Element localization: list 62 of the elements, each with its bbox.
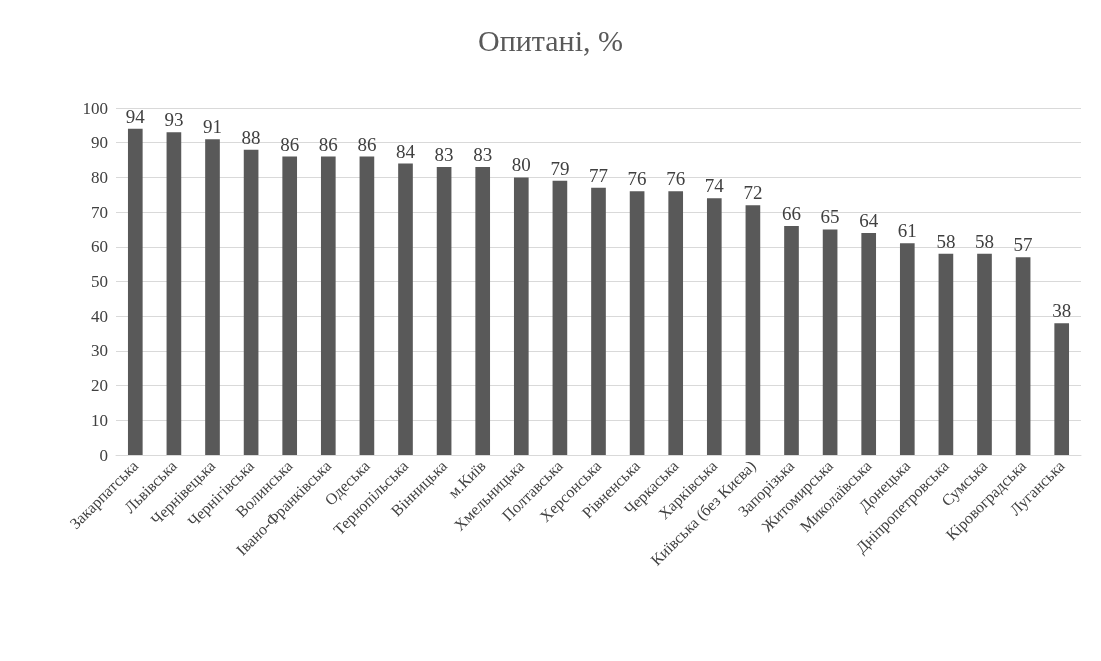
bar <box>243 149 259 455</box>
bar <box>320 156 336 455</box>
data-label: 93 <box>164 109 184 131</box>
y-tick-label: 20 <box>91 376 108 396</box>
y-tick-label: 100 <box>82 98 108 118</box>
bar <box>668 191 684 455</box>
bar <box>398 163 413 455</box>
data-label: 94 <box>125 105 146 127</box>
y-tick-label: 10 <box>91 410 108 430</box>
data-label: 84 <box>396 140 416 162</box>
bar <box>359 156 375 455</box>
data-label: 72 <box>743 182 763 204</box>
bar <box>977 253 992 455</box>
data-label: 86 <box>318 133 338 155</box>
data-label: 58 <box>936 230 956 252</box>
bar <box>205 139 220 455</box>
data-label: 58 <box>975 230 994 252</box>
data-label: 86 <box>357 133 377 155</box>
y-tick-label: 90 <box>91 133 108 153</box>
data-label: 61 <box>897 220 917 242</box>
bar <box>1015 257 1031 455</box>
bar <box>591 187 606 455</box>
bar <box>127 128 143 455</box>
y-tick-label: 80 <box>91 167 108 187</box>
bar <box>706 198 722 455</box>
chart-title: Опитані, % <box>478 23 623 57</box>
data-label: 79 <box>550 157 570 179</box>
y-tick-label: 30 <box>91 341 108 361</box>
y-tick-label: 40 <box>91 306 108 326</box>
bar <box>282 156 298 455</box>
bar <box>629 191 645 455</box>
data-label: 38 <box>1052 300 1072 322</box>
bar <box>784 225 799 455</box>
bar <box>1054 323 1070 455</box>
data-label: 76 <box>666 168 686 190</box>
bar <box>899 243 915 455</box>
bar <box>513 177 529 455</box>
data-label: 91 <box>203 116 222 138</box>
bar <box>475 166 491 455</box>
data-label: 64 <box>859 209 879 231</box>
y-tick-label: 0 <box>99 445 108 465</box>
bar <box>436 166 452 455</box>
y-tick-label: 60 <box>91 237 108 257</box>
data-label: 57 <box>1013 234 1033 256</box>
bar <box>745 205 761 455</box>
bar <box>552 180 568 455</box>
data-label: 83 <box>473 143 493 165</box>
bar <box>166 132 182 455</box>
bar <box>861 232 877 455</box>
bar <box>822 229 838 455</box>
data-label: 80 <box>511 154 531 176</box>
data-label: 66 <box>782 202 801 224</box>
data-label: 76 <box>627 168 647 190</box>
y-tick-label: 50 <box>91 272 108 291</box>
data-label: 86 <box>280 133 300 155</box>
data-label: 77 <box>589 164 608 186</box>
y-tick-label: 70 <box>91 202 108 222</box>
bar <box>938 253 954 455</box>
data-label: 65 <box>820 206 840 228</box>
data-label: 83 <box>434 143 454 165</box>
data-label: 74 <box>704 175 725 197</box>
data-label: 88 <box>241 126 261 148</box>
